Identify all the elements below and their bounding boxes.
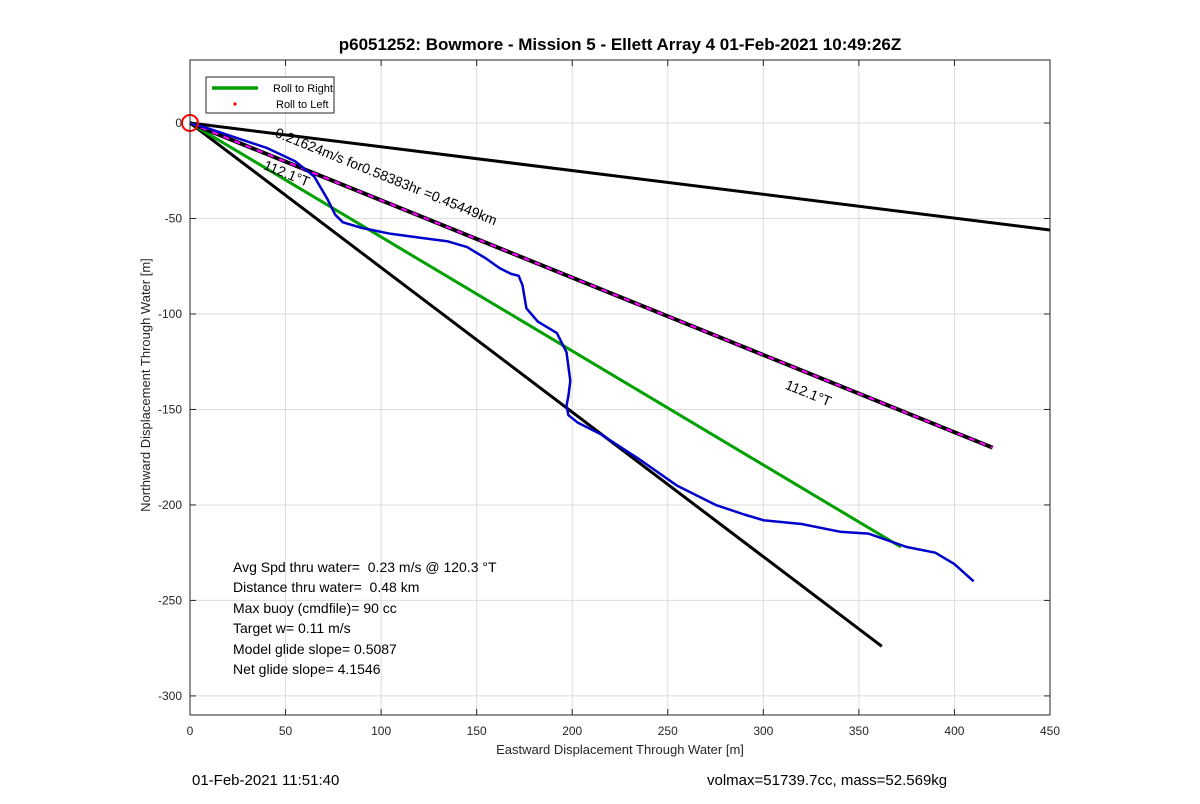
x-tick-label: 200 — [562, 724, 582, 738]
x-tick-label: 0 — [187, 724, 194, 738]
x-axis-label: Eastward Displacement Through Water [m] — [496, 742, 744, 757]
y-tick-label: -50 — [165, 211, 183, 225]
stat-avg-speed: Avg Spd thru water= 0.23 m/s @ 120.3 °T — [233, 559, 497, 575]
stat-model-glide-slope: Model glide slope= 0.5087 — [233, 641, 397, 657]
plot-frame — [189, 59, 1051, 716]
footer-timestamp: 01-Feb-2021 11:51:40 — [192, 772, 340, 789]
y-tick-label: -250 — [158, 593, 182, 607]
legend: Roll to Right Roll to Left — [205, 76, 335, 114]
stat-max-buoy: Max buoy (cmdfile)= 90 cc — [233, 600, 397, 616]
series-reference-lower — [189, 121, 883, 648]
chart-title: p6051252: Bowmore - Mission 5 - Ellett A… — [339, 35, 902, 54]
stat-target-w: Target w= 0.11 m/s — [233, 620, 351, 636]
x-tick-label: 100 — [371, 724, 391, 738]
stats-block: Avg Spd thru water= 0.23 m/s @ 120.3 °T … — [233, 559, 497, 677]
series-roll-to-right — [189, 121, 902, 549]
x-tick-label: 350 — [849, 724, 869, 738]
y-tick-label: -150 — [158, 402, 182, 416]
legend-label-roll-left: Roll to Left — [276, 99, 329, 111]
x-tick-label: 250 — [658, 724, 678, 738]
x-tick-label: 150 — [467, 724, 487, 738]
legend-box — [205, 76, 335, 114]
series-reference-upper — [189, 121, 1051, 232]
y-tick-label: -300 — [158, 689, 182, 703]
y-tick-label: -200 — [158, 498, 182, 512]
x-tick-label: 50 — [279, 724, 293, 738]
footer-volmax-mass: volmax=51739.7cc, mass=52.569kg — [707, 772, 948, 789]
x-tick-label: 450 — [1040, 724, 1060, 738]
stat-distance: Distance thru water= 0.48 km — [233, 579, 419, 595]
stat-net-glide-slope: Net glide slope= 4.1546 — [233, 661, 381, 677]
legend-label-roll-right: Roll to Right — [273, 83, 333, 95]
series-layer — [181, 114, 1051, 648]
y-axis-label: Northward Displacement Through Water [m] — [138, 258, 153, 512]
y-tick-label: -100 — [158, 307, 182, 321]
legend-swatch-roll-left — [233, 102, 237, 106]
tick-labels: 0 50 100 150 200 250 300 350 400 450 0 -50 -100 -150 -… — [158, 60, 1060, 738]
x-tick-label: 400 — [944, 724, 964, 738]
series-glider-track — [189, 121, 975, 583]
y-tick-label: 0 — [175, 116, 182, 130]
x-tick-label: 300 — [753, 724, 773, 738]
series-current-vector-dash — [189, 121, 994, 449]
